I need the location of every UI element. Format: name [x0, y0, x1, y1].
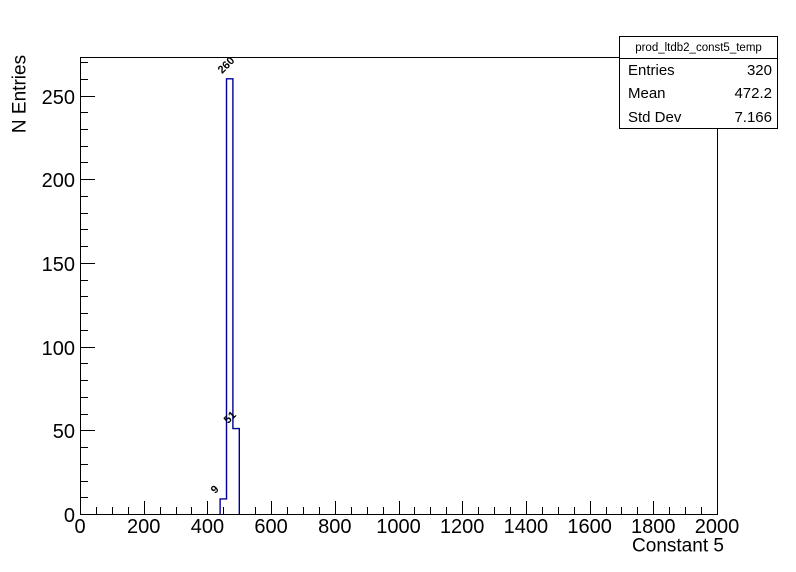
- stats-box: prod_ltdb2_const5_temp Entries 320 Mean 472…: [619, 36, 778, 129]
- stats-box-title: prod_ltdb2_const5_temp: [620, 37, 777, 59]
- x-tick-label: 1600: [567, 516, 612, 538]
- x-tick-label: 800: [318, 516, 352, 538]
- stats-row-label: Entries: [628, 62, 675, 80]
- x-tick-label: 1200: [439, 516, 485, 538]
- y-tick-label: 50: [52, 421, 75, 444]
- stats-row: Std Dev 7.166: [620, 106, 777, 129]
- y-tick-label: 150: [41, 253, 75, 276]
- stats-row-value: 7.166: [734, 108, 772, 126]
- stats-row-label: Mean: [628, 85, 666, 103]
- histogram-outline: [219, 78, 240, 514]
- x-tick-label: 0: [74, 516, 86, 538]
- x-tick-label: 600: [254, 516, 288, 538]
- y-tick-label: 0: [63, 505, 75, 527]
- y-tick-label: 100: [41, 337, 75, 360]
- stats-row-value: 320: [746, 62, 772, 80]
- x-tick-label: 1400: [503, 516, 549, 538]
- stats-row-label: Std Dev: [628, 108, 682, 126]
- x-tick-label: 400: [190, 516, 225, 538]
- x-tick-label: 2000: [694, 516, 740, 538]
- x-tick-label: 1000: [376, 516, 421, 538]
- x-tick-label: 200: [127, 516, 161, 538]
- y-tick-label: 200: [41, 170, 75, 193]
- stats-row: Mean 472.2: [620, 82, 777, 105]
- x-tick-label: 1800: [631, 516, 676, 538]
- stats-rows: Entries 320 Mean 472.2 Std Dev 7.166: [620, 59, 777, 129]
- x-axis-title: Constant 5: [632, 535, 724, 557]
- y-axis-title: N Entries: [9, 54, 31, 134]
- y-tick-label: 250: [41, 86, 75, 109]
- stats-row-value: 472.2: [734, 85, 772, 103]
- plot-frame: [80, 57, 718, 515]
- stats-row: Entries 320: [620, 59, 777, 82]
